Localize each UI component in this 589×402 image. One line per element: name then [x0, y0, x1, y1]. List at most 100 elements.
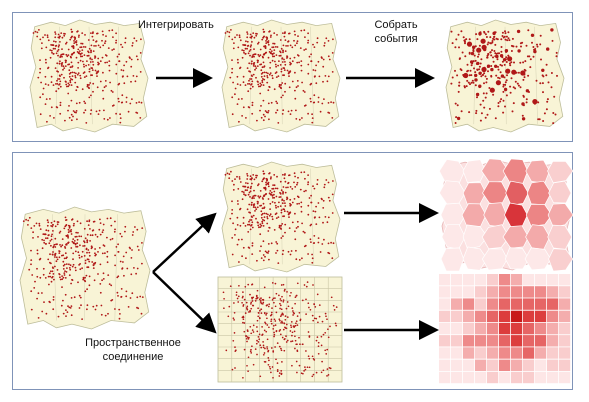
incident-point [37, 236, 39, 238]
incident-point [242, 376, 244, 379]
incident-point [51, 51, 53, 54]
incident-point [291, 60, 294, 63]
incident-point [456, 104, 459, 107]
incident-point [140, 312, 143, 315]
incident-point [250, 178, 253, 181]
incident-point [296, 40, 299, 43]
incident-point [282, 50, 284, 52]
incident-point [300, 171, 303, 174]
grid-cell [535, 286, 547, 298]
incident-point [244, 312, 247, 314]
incident-point [78, 256, 81, 259]
incident-point [325, 353, 328, 355]
incident-point [55, 243, 57, 246]
incident-point [87, 54, 90, 57]
incident-point [269, 61, 272, 64]
incident-point [94, 233, 97, 236]
incident-point [124, 41, 127, 44]
incident-point [236, 243, 239, 246]
incident-point [49, 261, 51, 264]
incident-point [541, 68, 545, 73]
incident-point [280, 237, 283, 239]
incident-point [224, 173, 227, 176]
incident-point [53, 278, 55, 281]
incident-point [252, 73, 255, 76]
grid-cell [559, 298, 571, 310]
incident-point [250, 78, 253, 80]
incident-point [118, 82, 121, 85]
incident-point [268, 86, 271, 88]
incident-point [48, 283, 50, 286]
incident-point [299, 343, 301, 346]
incident-point [54, 40, 57, 43]
incident-point [82, 46, 85, 48]
incident-point [263, 206, 266, 209]
incident-point [47, 234, 50, 237]
incident-point [123, 82, 126, 85]
incident-point [283, 349, 286, 352]
incident-point [322, 221, 324, 224]
incident-point [503, 87, 508, 92]
incident-point [546, 100, 549, 103]
incident-point [231, 253, 234, 256]
incident-point [83, 100, 86, 103]
incident-point [118, 317, 121, 320]
incident-point [332, 242, 335, 245]
incident-point [310, 60, 313, 63]
incident-point [322, 199, 325, 202]
incident-point [317, 101, 320, 103]
incident-point [509, 85, 512, 88]
incident-point [261, 334, 263, 336]
incident-point [91, 261, 94, 263]
incident-point [65, 309, 67, 311]
incident-point [223, 297, 225, 300]
incident-point [331, 117, 334, 119]
incident-point [278, 54, 281, 57]
incident-point [504, 30, 506, 33]
incident-point [246, 45, 249, 47]
incident-point [41, 42, 43, 44]
grid-cell [511, 298, 523, 310]
incident-point [484, 75, 487, 78]
incident-point [263, 352, 266, 354]
incident-point [319, 110, 322, 113]
incident-point [234, 36, 236, 39]
incident-point [508, 39, 511, 42]
incident-point [94, 69, 97, 72]
incident-point [261, 79, 264, 82]
incident-point [65, 315, 67, 317]
incident-point [287, 182, 289, 185]
incident-point [477, 55, 479, 58]
incident-point [262, 84, 265, 86]
incident-point [94, 308, 97, 311]
incident-point [79, 244, 81, 247]
incident-point [72, 115, 74, 118]
incident-point [298, 118, 301, 121]
incident-point [276, 34, 278, 36]
incident-point [58, 78, 61, 80]
incident-point [89, 234, 92, 237]
incident-point [284, 205, 287, 207]
incident-point [279, 192, 282, 195]
incident-point [294, 230, 296, 233]
incident-point [323, 98, 325, 100]
incident-point [331, 52, 334, 54]
incident-point [104, 314, 107, 317]
incident-point [36, 249, 39, 252]
incident-point [493, 50, 496, 52]
incident-point [475, 33, 478, 36]
incident-point [273, 335, 275, 338]
incident-point [65, 41, 68, 44]
incident-point [273, 301, 275, 304]
incident-point [77, 231, 79, 234]
incident-point [307, 213, 310, 216]
incident-point [44, 277, 47, 279]
incident-point [264, 51, 267, 54]
incident-point [282, 299, 285, 301]
incident-point [270, 313, 273, 316]
incident-point [86, 288, 88, 291]
incident-point [247, 283, 250, 286]
incident-point [236, 200, 239, 202]
incident-point [238, 176, 241, 178]
incident-point [274, 297, 276, 299]
